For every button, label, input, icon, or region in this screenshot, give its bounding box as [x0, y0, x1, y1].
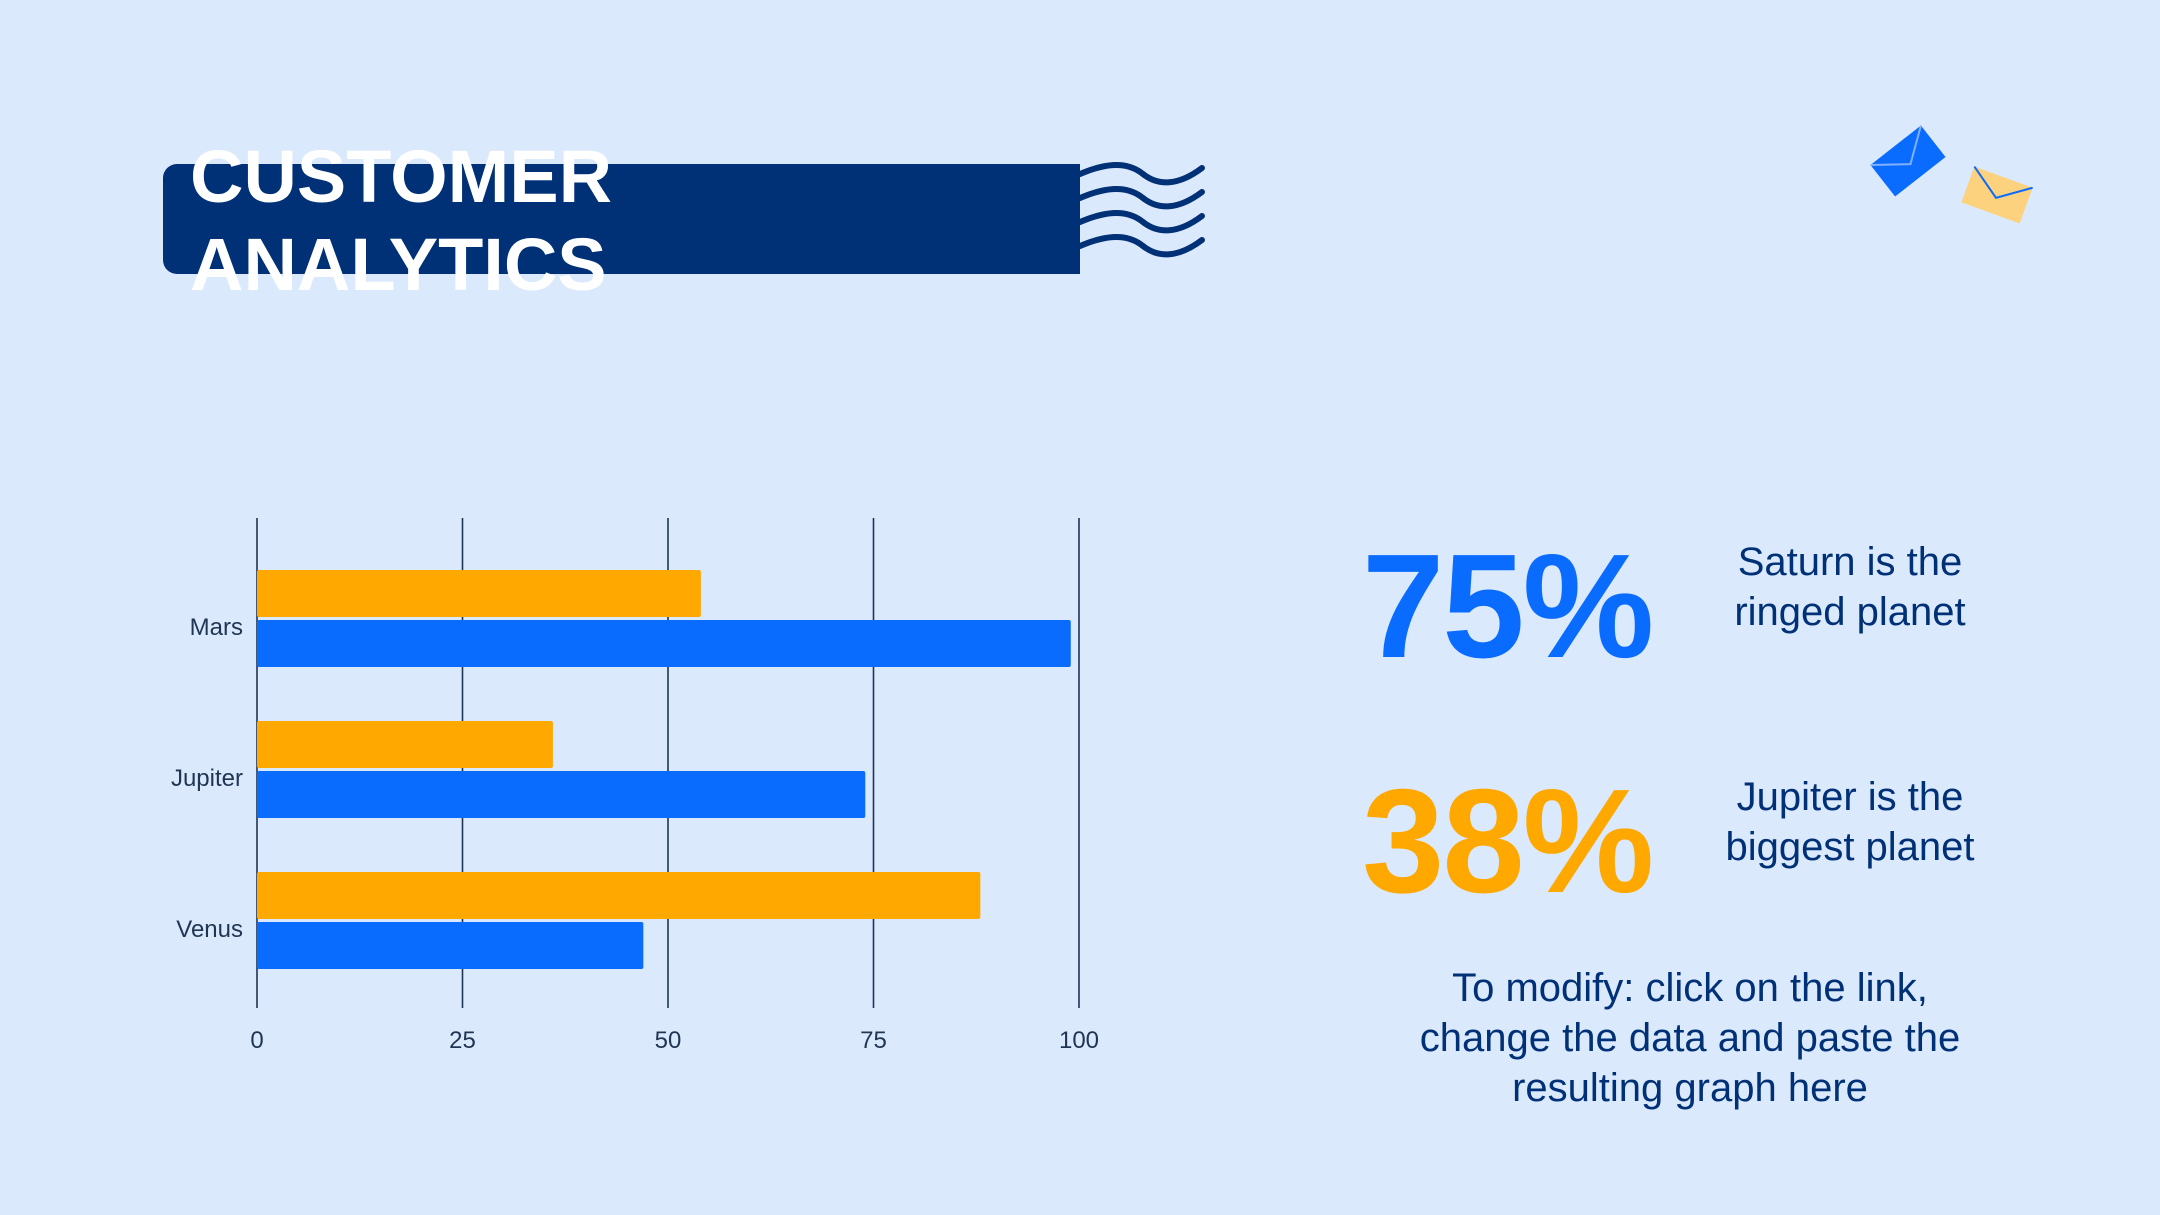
x-tick-label: 25 — [449, 1027, 476, 1054]
bar — [257, 771, 866, 818]
bar-chart: 0 25 50 75 100 Mars Jupiter Venus — [171, 518, 1099, 1054]
bar — [257, 872, 981, 919]
stat-description-line-1: Saturn is the — [1737, 540, 1963, 584]
x-tick-label: 50 — [655, 1027, 682, 1054]
note-line-1: To modify: click on the link, — [1452, 966, 1928, 1010]
stat-description-line-1: Jupiter is the — [1736, 775, 1964, 819]
x-tick-label: 75 — [860, 1027, 887, 1054]
title-line-2: ANALYTICS — [190, 223, 607, 306]
stat-value-jupiter: 38% — [1362, 759, 1654, 924]
stat-description-line-2: biggest planet — [1725, 825, 1975, 869]
title-line-1: CUSTOMER — [190, 135, 613, 218]
title-banner — [163, 164, 1080, 274]
bar — [257, 570, 701, 617]
category-label: Jupiter — [171, 765, 243, 792]
stat-description-saturn: Saturn is the ringed planet — [1685, 537, 2015, 637]
page-title: CUSTOMER ANALYTICS — [190, 133, 612, 309]
bar — [257, 721, 553, 768]
x-tick-label: 0 — [250, 1027, 263, 1054]
wave-lines-icon — [1078, 162, 1205, 258]
blue-envelope-icon — [1870, 125, 1946, 197]
category-label: Venus — [176, 916, 243, 943]
modify-instructions: To modify: click on the link, change the… — [1370, 963, 2010, 1113]
note-line-2: change the data and paste the — [1419, 1016, 1961, 1060]
x-tick-label: 100 — [1059, 1027, 1099, 1054]
yellow-envelope-icon — [1961, 165, 2033, 224]
category-label: Mars — [190, 614, 243, 641]
stat-description-jupiter: Jupiter is the biggest planet — [1685, 772, 2015, 872]
stat-value-saturn: 75% — [1362, 524, 1654, 689]
bar — [257, 620, 1071, 667]
note-line-3: resulting graph here — [1512, 1066, 1868, 1110]
stat-description-line-2: ringed planet — [1734, 590, 1966, 634]
bar — [257, 922, 644, 969]
